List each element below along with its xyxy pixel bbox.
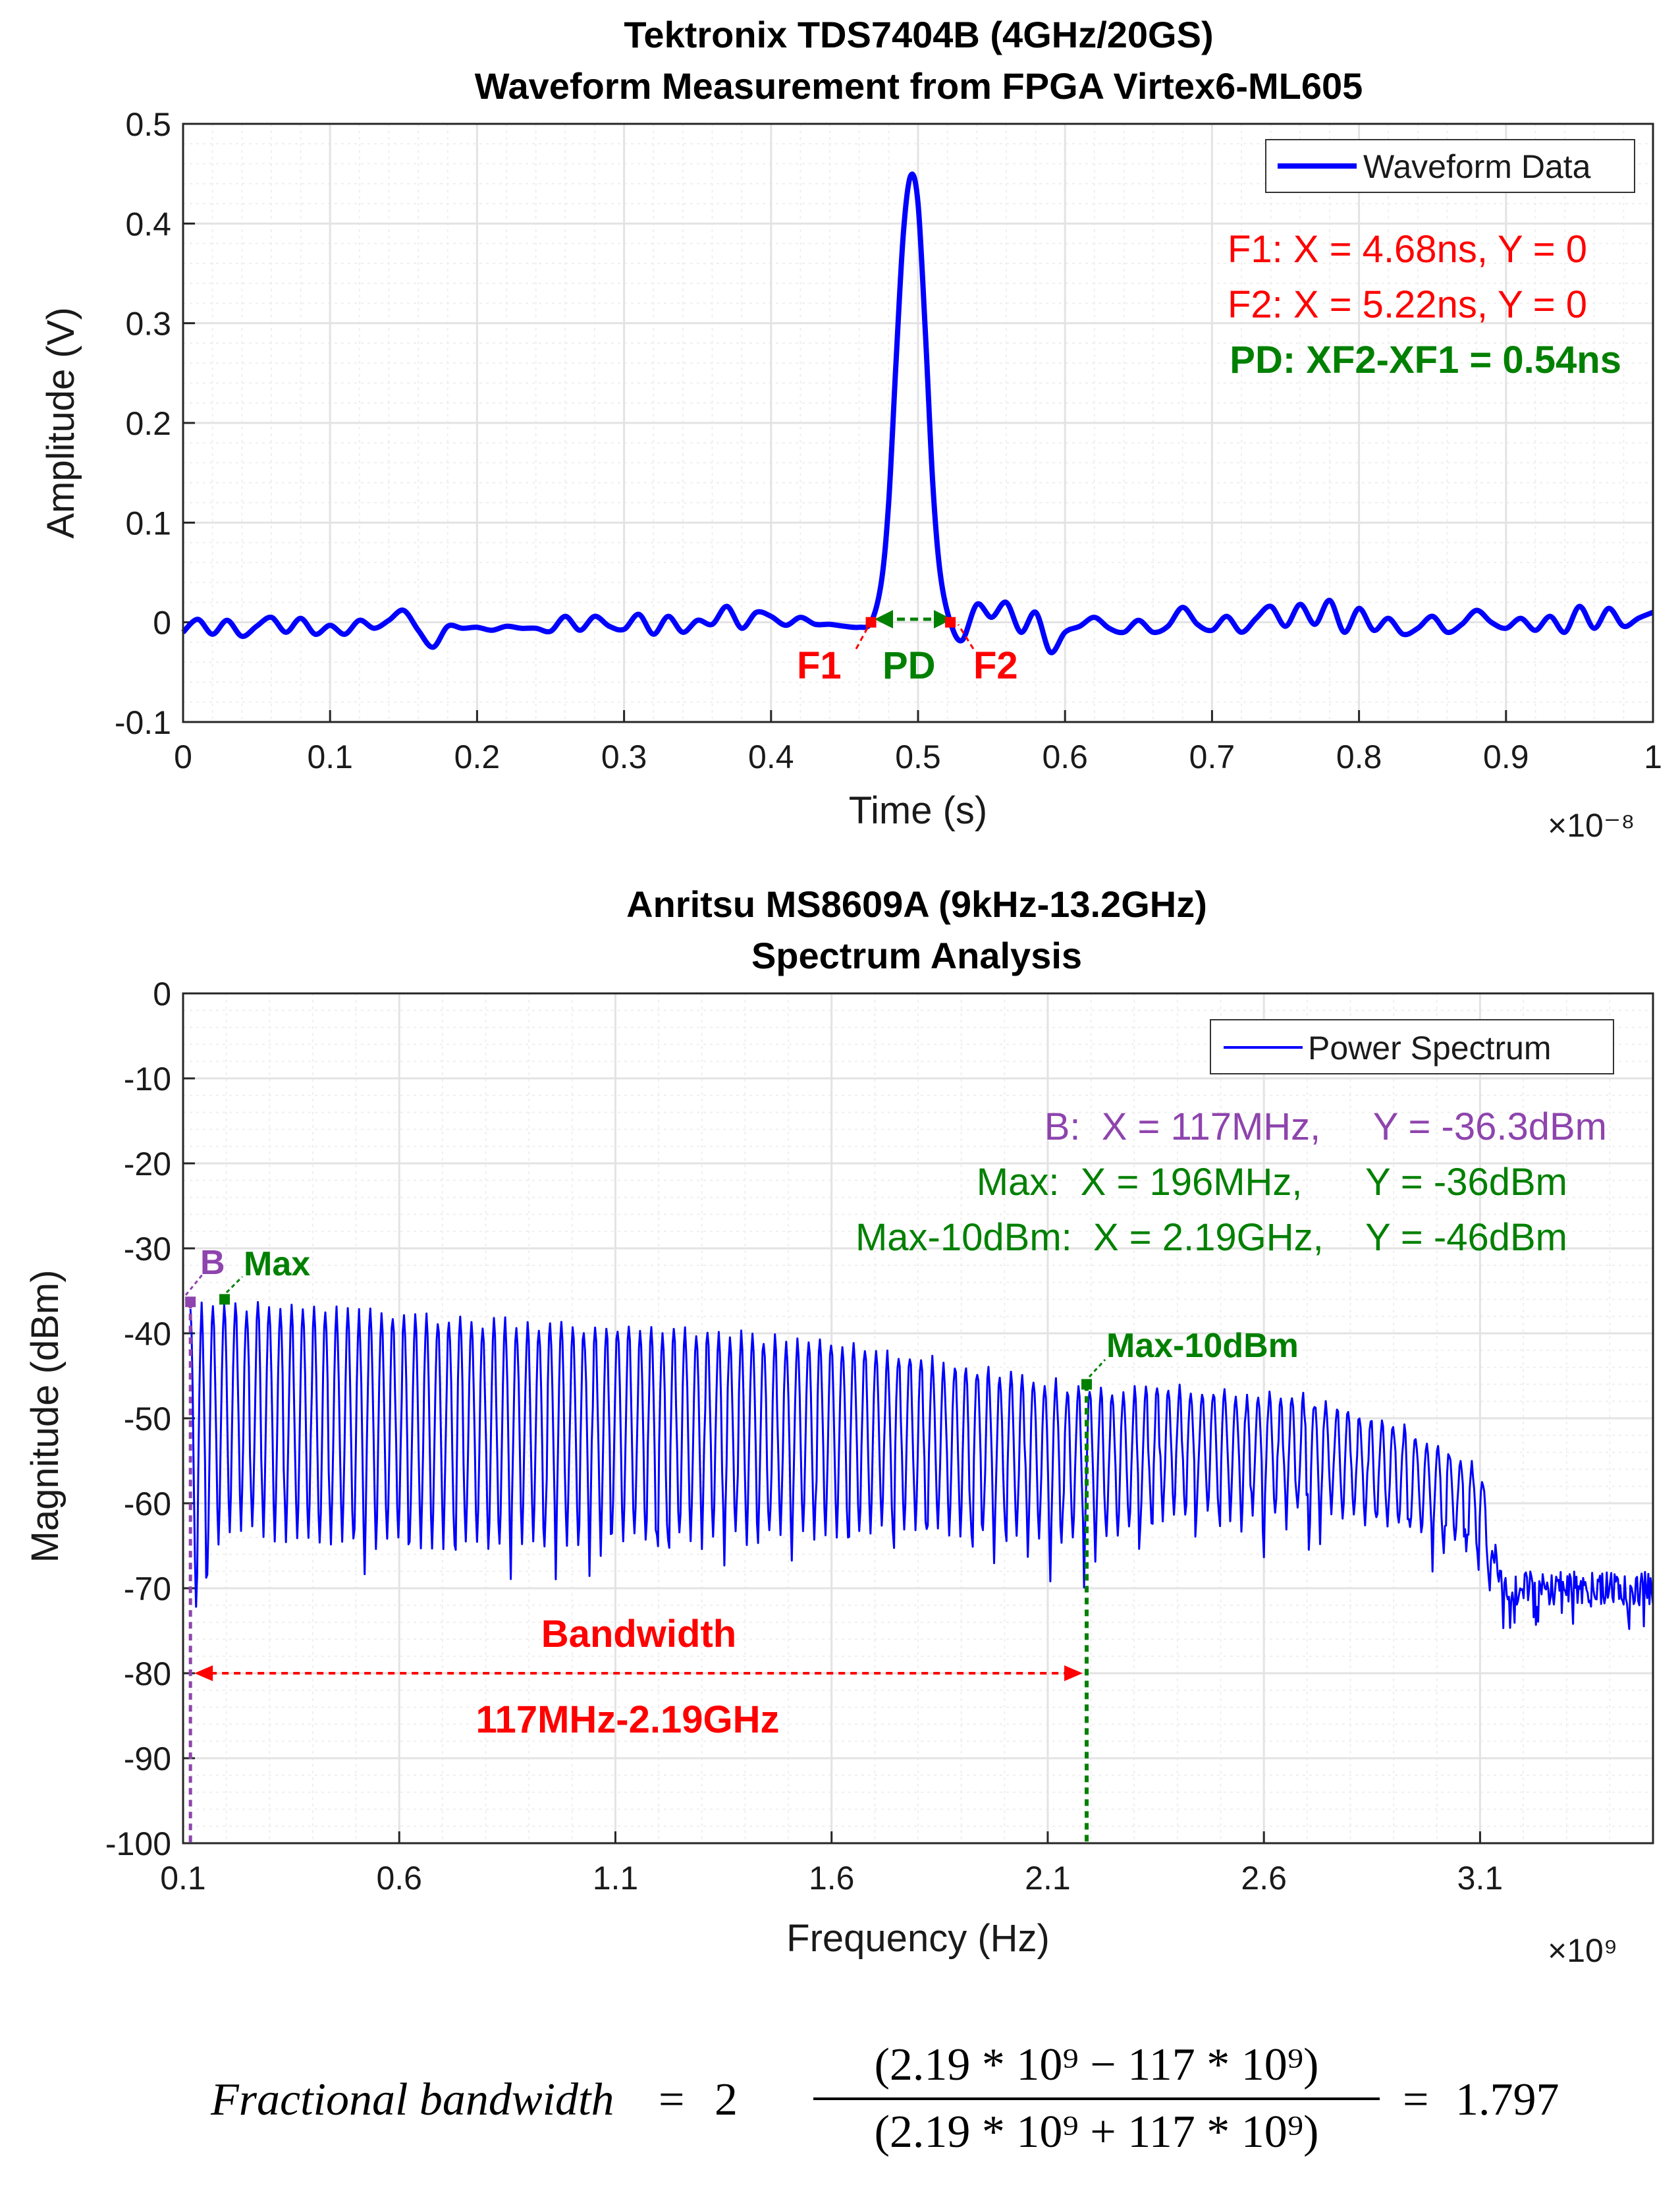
waveform-ytick-label: -0.1: [115, 704, 171, 741]
formula-equals-1: =: [659, 2074, 685, 2125]
f1-leader-line: [855, 624, 871, 650]
formula-numerator: (2.19 * 10⁹ − 117 * 10⁹): [874, 2040, 1319, 2090]
waveform-plot-border: [182, 123, 1654, 723]
f2-leader-line: [957, 624, 975, 650]
f1-marker: [865, 617, 877, 628]
spectrum-ticks: 0.1 0.6 1.1 1.6 2.1 2.6 3.1-100-90-80-70-60-50…: [105, 976, 1503, 1897]
spectrum-xtick-label: 0.1: [160, 1860, 206, 1897]
spectrum-ytick-label: -20: [124, 1146, 171, 1182]
waveform-ytick-label: 0.3: [125, 306, 171, 343]
waveform-xtick-label: 0.3: [601, 738, 647, 775]
waveform-data-line: [181, 171, 1654, 655]
waveform-xtick-label: 0.8: [1336, 738, 1382, 775]
waveform-xtick-label: 1: [1644, 738, 1662, 775]
waveform-xtick-label: 0: [174, 738, 192, 775]
max-readout: Max: X = 196MHz, Y = -36dBm: [977, 1161, 1567, 1204]
spectrum-ytick-label: -100: [105, 1825, 171, 1862]
bandwidth-label: Bandwidth: [541, 1613, 736, 1655]
pd-arrow-left-head: [875, 610, 893, 628]
spectrum-ytick-label: -60: [124, 1485, 171, 1522]
bandwidth-arrow-left-head: [194, 1665, 213, 1681]
max-10dbm-readout: Max-10dBm: X = 2.19GHz, Y = -46dBm: [855, 1216, 1567, 1259]
fractional-bandwidth-formula: Fractional bandwidth = 2 (2.19 * 10⁹ − 1…: [0, 2036, 1680, 2167]
waveform-ticks: 0 0.1 0.2 0.3 0.4 0.5 0.6 0.7 0.8 0.9 1-0.100.10.2…: [115, 106, 1662, 775]
waveform-ytick-label: 0.1: [125, 505, 171, 541]
spectrum-xtick-label: 1.1: [593, 1860, 639, 1897]
spectrum-title-line1: Anritsu MS8609A (9kHz-13.2GHz): [626, 883, 1207, 925]
spectrum-xtick-label: 0.6: [376, 1860, 422, 1897]
spectrum-chart: Anritsu MS8609A (9kHz-13.2GHz) Spectrum …: [24, 883, 1654, 1969]
waveform-ylabel: Amplitude (V): [40, 307, 82, 538]
waveform-ytick-label: 0.5: [125, 106, 171, 143]
b-leader-line: [184, 1273, 204, 1296]
spectrum-xtick-label: 1.6: [809, 1860, 855, 1897]
f1-label: F1: [797, 644, 842, 687]
spectrum-ytick-label: -10: [124, 1061, 171, 1097]
spectrum-ytick-label: 0: [153, 976, 171, 1013]
waveform-xtick-label: 0.4: [748, 738, 794, 775]
spectrum-ytick-label: -90: [124, 1740, 171, 1777]
spectrum-xtick-label: 3.1: [1457, 1860, 1504, 1897]
b-marker: [185, 1296, 196, 1308]
waveform-xtick-label: 0.5: [895, 738, 941, 775]
waveform-xtick-label: 0.9: [1483, 738, 1529, 775]
waveform-xlabel: Time (s): [849, 789, 987, 832]
waveform-chart: Tektronix TDS7404B (4GHz/20GS) Waveform …: [40, 14, 1662, 844]
pd-label: PD: [882, 644, 936, 687]
max-marker: [219, 1294, 230, 1305]
spectrum-title-line2: Spectrum Analysis: [751, 935, 1082, 976]
power-spectrum-line: [189, 1301, 1654, 1630]
b-label: B: [200, 1244, 225, 1282]
formula-lhs: Fractional bandwidth: [211, 2074, 614, 2125]
waveform-ytick-label: 0: [153, 605, 171, 642]
formula-denominator: (2.19 * 10⁹ + 117 * 10⁹): [874, 2107, 1319, 2157]
spectrum-ytick-label: -70: [124, 1570, 171, 1607]
max-10dbm-marker: [1081, 1379, 1093, 1390]
waveform-xtick-label: 0.6: [1042, 738, 1088, 775]
spectrum-x-exponent: ×10⁹: [1548, 1932, 1617, 1969]
pd-readout: PD: XF2-XF1 = 0.54ns: [1230, 339, 1621, 381]
waveform-title-line1: Tektronix TDS7404B (4GHz/20GS): [624, 14, 1213, 55]
formula-fraction-bar: [813, 2097, 1380, 2100]
spectrum-plot-border: [182, 992, 1654, 1845]
waveform-ytick-label: 0.4: [125, 206, 171, 242]
bandwidth-arrow-right-head: [1064, 1665, 1083, 1681]
formula-result: 1.797: [1455, 2074, 1559, 2125]
spectrum-ytick-label: -80: [124, 1655, 171, 1692]
waveform-xtick-label: 0.1: [307, 738, 353, 775]
waveform-xtick-label: 0.2: [454, 738, 501, 775]
max-leader-line: [225, 1275, 244, 1294]
max-10dbm-label: Max-10dBm: [1106, 1327, 1299, 1365]
spectrum-ylabel: Magnitude (dBm): [24, 1270, 67, 1563]
waveform-xtick-label: 0.7: [1189, 738, 1235, 775]
formula-fraction: (2.19 * 10⁹ − 117 * 10⁹) (2.19 * 10⁹ + 1…: [813, 2036, 1380, 2162]
f2-marker: [945, 617, 956, 628]
f1-readout: F1: X = 4.68ns, Y = 0: [1228, 228, 1587, 271]
spectrum-xtick-label: 2.6: [1241, 1860, 1287, 1897]
b-readout: B: X = 117MHz, Y = -36.3dBm: [1044, 1105, 1607, 1148]
spectrum-legend-label: Power Spectrum: [1308, 1030, 1552, 1067]
waveform-legend: Waveform Data: [1265, 139, 1635, 193]
waveform-title-line2: Waveform Measurement from FPGA Virtex6-M…: [475, 65, 1363, 107]
f2-readout: F2: X = 5.22ns, Y = 0: [1228, 283, 1587, 326]
spectrum-ytick-label: -50: [124, 1401, 171, 1437]
waveform-ytick-label: 0.2: [125, 405, 171, 442]
max-10dbm-leader-line: [1088, 1358, 1106, 1378]
max-label: Max: [244, 1245, 310, 1283]
waveform-legend-label: Waveform Data: [1363, 148, 1591, 185]
formula-equals-2: =: [1403, 2074, 1429, 2125]
f2-label: F2: [973, 644, 1018, 687]
spectrum-xtick-label: 2.1: [1025, 1860, 1071, 1897]
bandwidth-range-label: 117MHz-2.19GHz: [476, 1698, 780, 1741]
waveform-x-exponent: ×10⁻⁸: [1548, 807, 1635, 844]
spectrum-legend: Power Spectrum: [1210, 1019, 1614, 1074]
formula-factor: 2: [715, 2074, 738, 2125]
pd-arrow-right-head: [934, 610, 952, 628]
spectrum-ytick-label: -40: [124, 1316, 171, 1352]
spectrum-ytick-label: -30: [124, 1231, 171, 1267]
spectrum-xlabel: Frequency (Hz): [786, 1917, 1050, 1960]
